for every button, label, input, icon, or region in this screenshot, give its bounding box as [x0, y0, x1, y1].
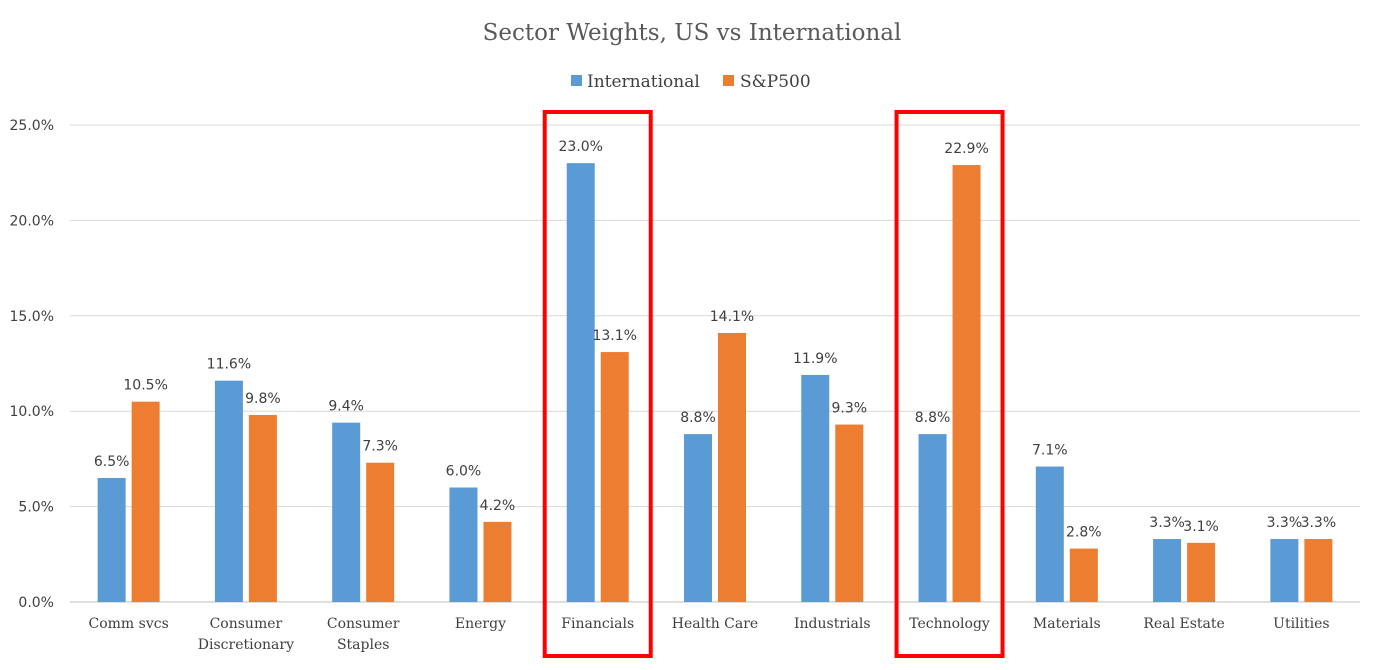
data-label-international-energy: 6.0%	[446, 464, 482, 480]
highlight-box-financials	[542, 110, 653, 658]
data-label-s-p500-consumer-discretionary: 9.8%	[245, 391, 281, 407]
data-label-s-p500-financials: 13.1%	[592, 328, 636, 344]
bar-international-materials	[1035, 466, 1064, 602]
bar-international-comm-svcs	[97, 477, 126, 602]
x-tick-label: Consumer Discretionary	[198, 616, 294, 653]
data-label-s-p500-real-estate: 3.1%	[1183, 519, 1219, 535]
x-tick-label: Consumer Staples	[327, 616, 400, 653]
legend-swatch-sp500	[723, 75, 734, 86]
x-tick-label: Technology	[909, 616, 990, 632]
bar-s-p500-real-estate	[1187, 542, 1216, 602]
y-tick-label: 0.0%	[18, 595, 54, 611]
y-tick-label: 20.0%	[10, 213, 54, 229]
data-labels: 6.5% 10.5% 11.6% 9.8% 9.4% 7.3% 6.0% 4.2% 23.0% 1…	[94, 139, 1336, 540]
bar-s-p500-health-care	[718, 332, 746, 602]
y-tick-label: 15.0%	[10, 309, 54, 325]
data-label-s-p500-health-care: 14.1%	[710, 309, 754, 325]
data-label-international-technology: 8.8%	[915, 410, 951, 426]
x-tick-label: Industrials	[794, 616, 871, 632]
x-tick-label: Financials	[561, 616, 634, 632]
legend-swatch-international	[571, 75, 582, 86]
bar-international-consumer-discretionary	[214, 380, 243, 602]
bar-s-p500-comm-svcs	[131, 401, 160, 602]
data-label-international-industrials: 11.9%	[793, 351, 837, 367]
x-tick-label: Comm svcs	[89, 616, 169, 632]
legend: International S&P500	[571, 72, 811, 92]
bar-s-p500-materials	[1069, 548, 1098, 602]
bar-s-p500-technology	[952, 165, 981, 602]
y-axis-ticks: 0.0% 5.0% 10.0% 15.0% 20.0% 25.0%	[10, 118, 54, 611]
data-label-international-financials: 23.0%	[558, 139, 602, 155]
chart-title: Sector Weights, US vs International	[483, 20, 902, 46]
bar-s-p500-consumer-discretionary	[248, 415, 277, 602]
data-label-s-p500-comm-svcs: 10.5%	[123, 378, 167, 394]
bar-international-financials	[566, 163, 595, 602]
data-label-international-utilities: 3.3%	[1267, 515, 1303, 531]
data-label-international-consumer-staples: 9.4%	[328, 399, 364, 415]
y-tick-label: 25.0%	[10, 118, 54, 134]
bar-international-energy	[449, 487, 478, 602]
data-label-international-real-estate: 3.3%	[1149, 515, 1185, 531]
data-label-s-p500-consumer-staples: 7.3%	[362, 439, 398, 455]
x-axis-ticks: Comm svcs Consumer Discretionary Consumer St…	[89, 616, 1330, 653]
highlight-box-technology	[894, 110, 1005, 658]
bar-s-p500-utilities	[1304, 539, 1333, 602]
x-tick-label: Energy	[455, 616, 506, 632]
data-label-international-health-care: 8.8%	[680, 410, 716, 426]
bar-s-p500-energy	[483, 521, 512, 602]
data-label-international-consumer-discretionary: 11.6%	[207, 357, 251, 373]
y-tick-label: 10.0%	[10, 404, 54, 420]
bar-s-p500-consumer-staples	[366, 462, 395, 602]
bar-international-utilities	[1270, 539, 1299, 602]
data-label-s-p500-utilities: 3.3%	[1301, 515, 1337, 531]
gridlines	[70, 124, 1360, 603]
x-tick-label: Real Estate	[1143, 616, 1224, 632]
bar-international-consumer-staples	[332, 422, 361, 602]
x-tick-label: Materials	[1033, 616, 1101, 632]
data-label-s-p500-materials: 2.8%	[1066, 525, 1102, 541]
y-tick-label: 5.0%	[18, 500, 54, 516]
data-label-s-p500-technology: 22.9%	[944, 141, 988, 157]
bar-international-industrials	[801, 374, 830, 602]
x-tick-label: Utilities	[1273, 616, 1329, 632]
data-label-s-p500-industrials: 9.3%	[831, 401, 867, 417]
data-label-international-comm-svcs: 6.5%	[94, 454, 130, 470]
legend-label-international: International	[587, 72, 700, 92]
data-label-international-materials: 7.1%	[1032, 443, 1068, 459]
bar-international-technology	[918, 434, 947, 602]
highlight-boxes	[542, 110, 1005, 658]
data-label-s-p500-energy: 4.2%	[480, 498, 516, 514]
bar-international-health-care	[684, 434, 712, 602]
legend-label-sp500: S&P500	[740, 72, 811, 92]
bar-international-real-estate	[1153, 539, 1182, 602]
bar-s-p500-financials	[600, 352, 629, 602]
x-tick-label: Health Care	[672, 616, 758, 632]
bars	[97, 163, 1333, 602]
bar-s-p500-industrials	[835, 424, 864, 602]
